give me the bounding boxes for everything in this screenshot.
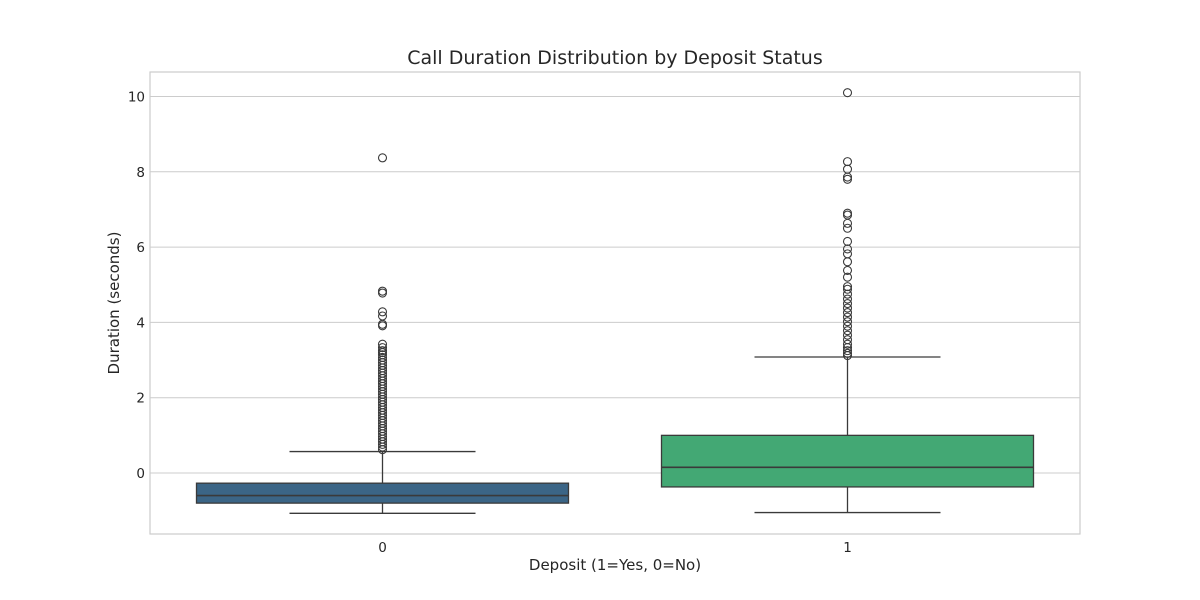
outlier-point bbox=[842, 350, 853, 361]
x-tick-label: 0 bbox=[378, 540, 387, 556]
outlier-point bbox=[377, 153, 388, 163]
outlier-point bbox=[842, 330, 853, 340]
outlier-point bbox=[842, 244, 853, 254]
chart-title: Call Duration Distribution by Deposit St… bbox=[407, 47, 823, 69]
outlier-point bbox=[842, 284, 853, 294]
y-axis-label: Duration (seconds) bbox=[105, 232, 123, 375]
outlier-point bbox=[377, 286, 388, 296]
outlier-point bbox=[842, 265, 853, 275]
y-tick-label: 0 bbox=[136, 466, 145, 482]
outlier-point bbox=[842, 326, 853, 336]
outlier-point bbox=[842, 339, 853, 349]
outlier-point bbox=[842, 223, 853, 233]
outlier-point bbox=[377, 307, 388, 317]
box-group-1 bbox=[660, 88, 1035, 514]
outlier-point bbox=[842, 249, 853, 259]
outlier-point bbox=[842, 289, 853, 299]
boxes-layer bbox=[195, 88, 1035, 514]
outlier-point bbox=[842, 321, 853, 331]
plot-frame bbox=[149, 71, 1081, 535]
outlier-point bbox=[842, 303, 853, 313]
outlier-point bbox=[842, 172, 853, 182]
outlier-point bbox=[377, 288, 388, 298]
iqr-box bbox=[195, 482, 570, 504]
y-tick-label: 4 bbox=[136, 315, 145, 331]
outlier-point bbox=[842, 299, 853, 309]
box-group-0 bbox=[195, 153, 570, 514]
grid-layer bbox=[150, 95, 1080, 474]
iqr-box bbox=[660, 434, 1035, 488]
x-axis-label: Deposit (1=Yes, 0=No) bbox=[529, 556, 701, 574]
outlier-point bbox=[842, 348, 853, 358]
outlier-point bbox=[842, 88, 853, 98]
outlier-point bbox=[842, 346, 853, 356]
outlier-point bbox=[842, 210, 853, 220]
y-tick-label: 6 bbox=[136, 240, 145, 256]
y-tick-label: 8 bbox=[136, 165, 145, 181]
outlier-point bbox=[842, 174, 853, 184]
outlier-point bbox=[842, 208, 853, 218]
x-tick-label: 1 bbox=[843, 540, 852, 556]
y-tick-labels: 0 2 4 6 8 10 bbox=[128, 89, 145, 482]
outlier-point bbox=[842, 308, 853, 318]
outlier-point bbox=[377, 321, 388, 331]
outlier-point bbox=[842, 218, 853, 228]
outlier-point bbox=[377, 343, 388, 353]
outlier-point bbox=[842, 157, 853, 167]
y-tick-label: 2 bbox=[136, 391, 145, 407]
outlier-point bbox=[842, 257, 853, 267]
outlier-point bbox=[377, 445, 388, 455]
outlier-point bbox=[842, 312, 853, 322]
outlier-point bbox=[377, 439, 388, 449]
outlier-point bbox=[842, 236, 853, 246]
outlier-point bbox=[842, 317, 853, 327]
outlier-point bbox=[377, 442, 388, 452]
outlier-point bbox=[842, 294, 853, 304]
outlier-point bbox=[842, 272, 853, 282]
y-tick-label: 10 bbox=[128, 89, 145, 105]
